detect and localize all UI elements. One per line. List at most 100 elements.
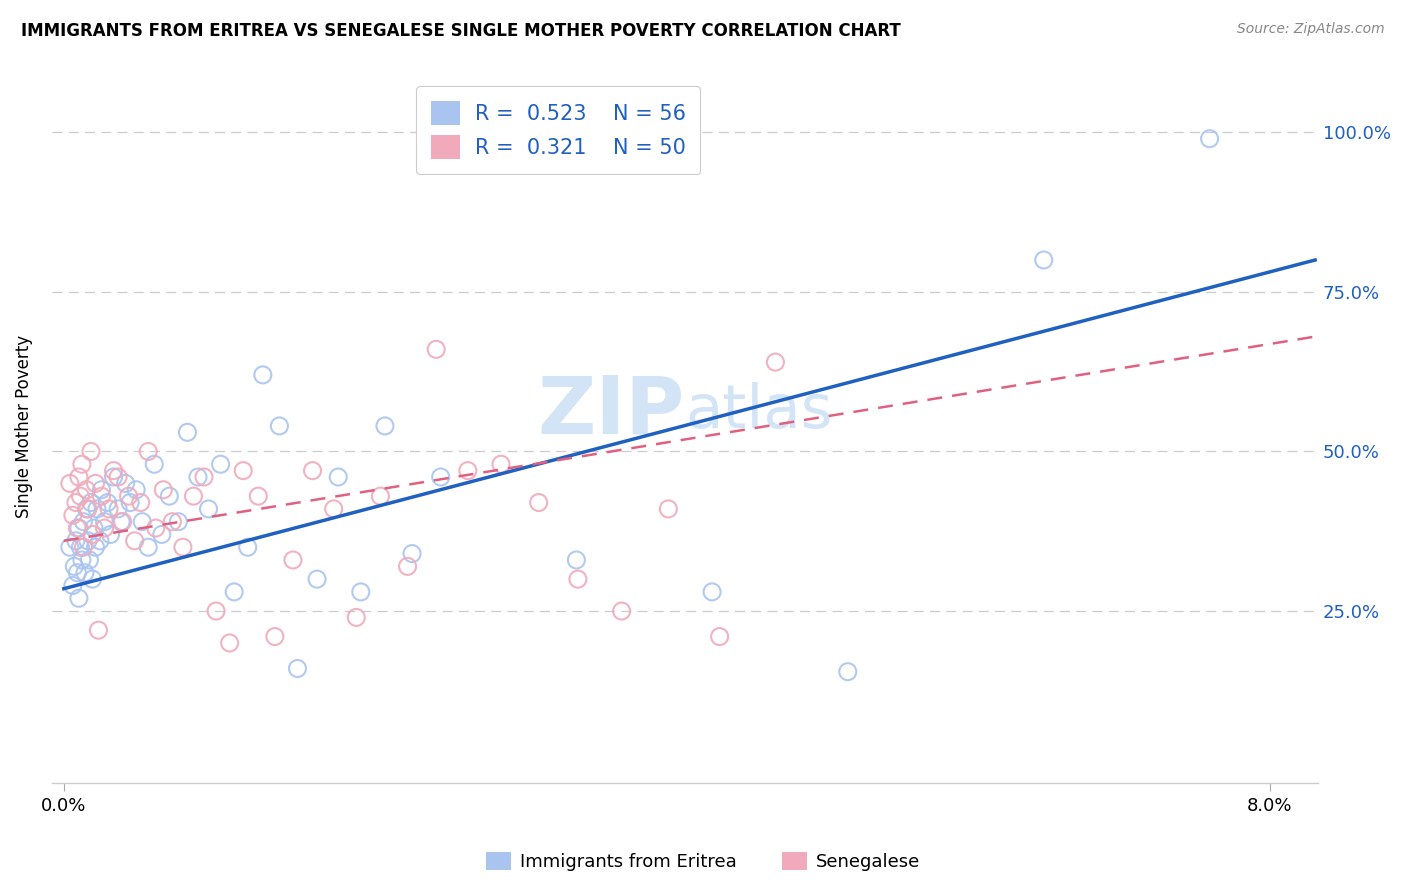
Point xyxy=(657,502,679,516)
Point xyxy=(93,515,115,529)
Point xyxy=(344,610,367,624)
Point xyxy=(162,515,184,529)
Point xyxy=(763,355,786,369)
Point xyxy=(79,553,101,567)
Point xyxy=(131,515,153,529)
Point xyxy=(374,419,396,434)
Point xyxy=(62,508,84,523)
Point xyxy=(218,636,240,650)
Point xyxy=(370,489,392,503)
Point xyxy=(59,476,82,491)
Point xyxy=(157,489,180,503)
Point xyxy=(1032,252,1054,267)
Text: IMMIGRANTS FROM ERITREA VS SENEGALESE SINGLE MOTHER POVERTY CORRELATION CHART: IMMIGRANTS FROM ERITREA VS SENEGALESE SI… xyxy=(21,22,901,40)
Point xyxy=(98,502,121,516)
Point xyxy=(67,470,90,484)
Point xyxy=(401,547,423,561)
Point xyxy=(287,661,309,675)
Point xyxy=(489,457,512,471)
Point xyxy=(86,502,108,516)
Point xyxy=(457,464,479,478)
Point xyxy=(567,572,589,586)
Point xyxy=(396,559,419,574)
Point xyxy=(77,533,100,548)
Point xyxy=(66,566,89,580)
Point xyxy=(232,464,254,478)
Point xyxy=(63,559,86,574)
Point xyxy=(62,578,84,592)
Point xyxy=(93,521,115,535)
Point xyxy=(197,502,219,516)
Point xyxy=(83,521,105,535)
Point xyxy=(100,527,122,541)
Point xyxy=(224,585,246,599)
Point xyxy=(69,489,91,503)
Text: ZIP: ZIP xyxy=(537,373,685,450)
Point xyxy=(103,464,125,478)
Point xyxy=(75,502,97,516)
Point xyxy=(209,457,232,471)
Text: atlas: atlas xyxy=(685,382,832,442)
Point xyxy=(301,464,323,478)
Point xyxy=(87,623,110,637)
Point xyxy=(90,483,112,497)
Point xyxy=(152,483,174,497)
Point xyxy=(73,566,96,580)
Point xyxy=(90,489,112,503)
Point xyxy=(193,470,215,484)
Point xyxy=(167,515,190,529)
Point xyxy=(72,540,94,554)
Point xyxy=(59,540,82,554)
Point xyxy=(110,515,132,529)
Point xyxy=(150,527,173,541)
Point xyxy=(143,457,166,471)
Point xyxy=(82,572,104,586)
Point xyxy=(610,604,633,618)
Point xyxy=(252,368,274,382)
Point xyxy=(96,495,118,509)
Point xyxy=(117,489,139,503)
Point xyxy=(77,502,100,516)
Point xyxy=(65,533,87,548)
Point xyxy=(125,483,148,497)
Point xyxy=(281,553,304,567)
Point xyxy=(187,470,209,484)
Point xyxy=(89,533,111,548)
Point xyxy=(837,665,859,679)
Point xyxy=(65,495,87,509)
Point xyxy=(114,476,136,491)
Point xyxy=(700,585,723,599)
Point xyxy=(70,457,93,471)
Point xyxy=(80,495,103,509)
Point xyxy=(183,489,205,503)
Legend: R =  0.523    N = 56, R =  0.321    N = 50: R = 0.523 N = 56, R = 0.321 N = 50 xyxy=(416,87,700,174)
Point xyxy=(67,521,90,535)
Point xyxy=(425,343,447,357)
Point xyxy=(67,591,90,606)
Point xyxy=(429,470,451,484)
Point xyxy=(75,483,97,497)
Point xyxy=(103,470,125,484)
Point xyxy=(136,444,159,458)
Point xyxy=(1198,132,1220,146)
Point xyxy=(124,533,146,548)
Point xyxy=(69,540,91,554)
Point xyxy=(709,630,731,644)
Point xyxy=(328,470,350,484)
Point xyxy=(565,553,588,567)
Point xyxy=(107,502,129,516)
Point xyxy=(236,540,259,554)
Point xyxy=(527,495,550,509)
Point xyxy=(82,527,104,541)
Point xyxy=(120,495,142,509)
Point xyxy=(136,540,159,554)
Point xyxy=(84,476,107,491)
Legend: Immigrants from Eritrea, Senegalese: Immigrants from Eritrea, Senegalese xyxy=(478,845,928,879)
Point xyxy=(172,540,194,554)
Point xyxy=(269,419,291,434)
Point xyxy=(66,521,89,535)
Point xyxy=(205,604,228,618)
Point xyxy=(307,572,329,586)
Point xyxy=(145,521,167,535)
Text: Source: ZipAtlas.com: Source: ZipAtlas.com xyxy=(1237,22,1385,37)
